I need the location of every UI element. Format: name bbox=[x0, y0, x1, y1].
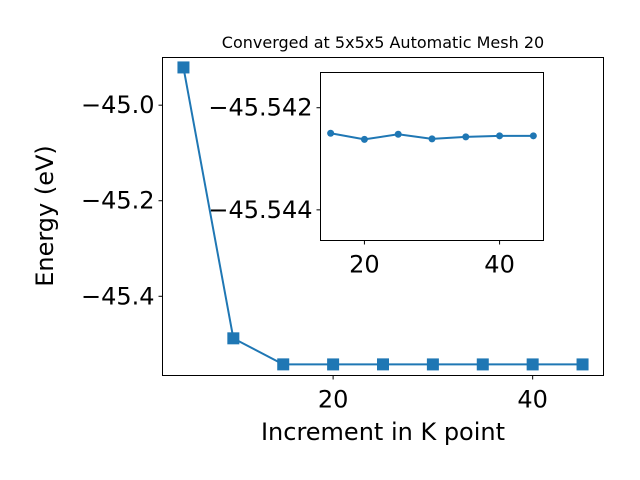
main-data-point bbox=[576, 358, 589, 371]
main-y-tick-label: −45.0 bbox=[81, 91, 155, 119]
inset-data-point bbox=[529, 132, 537, 140]
chart-title: Converged at 5x5x5 Automatic Mesh 20 bbox=[222, 33, 544, 52]
inset-data-point bbox=[496, 132, 504, 140]
main-data-point bbox=[526, 358, 539, 371]
main-data-marks bbox=[177, 61, 589, 371]
x-axis-title: Increment in K point bbox=[261, 418, 505, 446]
inset-x-tick-label: 40 bbox=[484, 251, 515, 279]
main-data-point bbox=[177, 61, 190, 74]
y-axis-title: Energy (eV) bbox=[31, 145, 59, 287]
inset-plot: 20 40 −45.544−45.542 bbox=[208, 72, 544, 279]
inset-data-point bbox=[462, 133, 470, 141]
main-plot-frame bbox=[162, 57, 604, 376]
inset-y-tick-label: −45.544 bbox=[208, 196, 312, 224]
main-data-point bbox=[327, 358, 340, 371]
inset-data-point bbox=[394, 130, 402, 138]
main-x-tick-label: 40 bbox=[517, 386, 548, 414]
main-data-point bbox=[426, 358, 439, 371]
inset-x-axis: 20 40 bbox=[349, 240, 515, 279]
inset-y-tick-label: −45.542 bbox=[208, 94, 312, 122]
main-y-tick-label: −45.4 bbox=[81, 282, 155, 310]
main-x-tick-label: 20 bbox=[318, 386, 349, 414]
main-x-axis: 20 40 bbox=[318, 375, 548, 414]
inset-data-point bbox=[327, 129, 335, 137]
main-data-point bbox=[476, 358, 489, 371]
inset-data-point bbox=[360, 135, 368, 143]
main-data-point bbox=[277, 358, 290, 371]
inset-data-point bbox=[428, 135, 436, 143]
inset-x-tick-label: 20 bbox=[349, 251, 380, 279]
inset-plot-frame bbox=[320, 72, 544, 241]
main-data-point bbox=[377, 358, 389, 371]
main-plot: 20 40 −45.4−45.2−45.0 bbox=[81, 57, 604, 414]
main-data-point bbox=[227, 332, 240, 345]
inset-y-axis: −45.544 −45.542 bbox=[208, 94, 321, 224]
main-y-tick-label: −45.2 bbox=[81, 187, 155, 215]
main-y-axis: −45.4 −45.2 −45.0 bbox=[81, 91, 163, 310]
inset-data-marks bbox=[327, 129, 537, 143]
